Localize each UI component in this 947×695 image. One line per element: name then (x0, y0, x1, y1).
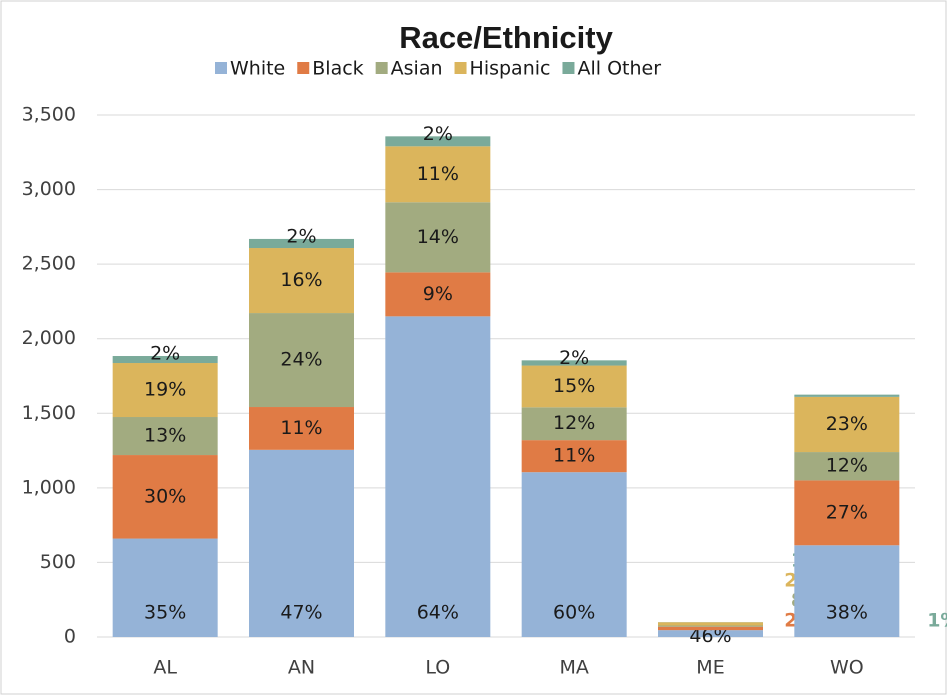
bar-segment (658, 625, 763, 627)
bar-segment (794, 545, 900, 637)
data-label: 38% (826, 602, 868, 624)
legend-swatch (454, 62, 467, 74)
data-label: 2% (423, 123, 453, 145)
legend-label: Black (312, 58, 363, 80)
y-tick-label: 0 (64, 626, 76, 648)
x-tick-label: MA (559, 657, 588, 679)
x-tick-label: AL (153, 657, 177, 679)
data-label: 12% (826, 455, 868, 477)
bar-segment (385, 272, 491, 317)
data-label: 2% (150, 343, 180, 365)
bar-segment (249, 248, 354, 314)
bar-segment (112, 356, 218, 364)
data-label: 35% (144, 602, 186, 624)
bar-segment (794, 394, 900, 397)
y-tick-label: 500 (40, 551, 76, 573)
data-label: 15% (553, 375, 595, 397)
data-label: 24% (280, 349, 322, 371)
bar-segment (794, 480, 900, 546)
bar-segment (112, 363, 218, 418)
data-label: 46% (689, 625, 731, 647)
y-tick-label: 2,000 (22, 327, 76, 349)
data-label: 19% (144, 379, 186, 401)
bar-segment (249, 238, 354, 249)
y-tick-label: 3,000 (22, 178, 76, 200)
y-tick-label: 2,500 (22, 253, 76, 275)
bar-segment (794, 452, 900, 481)
legend-label: White (230, 58, 285, 80)
bar-segment (385, 146, 491, 203)
bar-segment (112, 538, 218, 637)
data-label: 27% (826, 501, 868, 523)
data-label: 2% (286, 225, 316, 247)
data-label: 23% (826, 413, 868, 435)
y-tick-label: 1,500 (22, 402, 76, 424)
bar-segment (385, 136, 491, 147)
data-label: 13% (144, 425, 186, 447)
legend-swatch (297, 62, 310, 74)
bar-segment (521, 440, 627, 473)
data-label: 14% (417, 226, 459, 248)
data-label: 9% (423, 283, 453, 305)
bar-segment (112, 455, 218, 539)
data-label: 2% (559, 347, 589, 369)
data-label: 1% (927, 610, 947, 632)
bar-segment (521, 360, 627, 366)
bar-segment (249, 313, 354, 408)
bar-segment (249, 449, 354, 637)
chart-title: Race/Ethnicity (399, 20, 613, 55)
bar-segment (521, 407, 627, 441)
bar-segment (112, 417, 218, 456)
bar-segment (658, 622, 763, 626)
bar-segment (794, 396, 900, 453)
x-tick-label: ME (696, 657, 724, 679)
y-tick-label: 1,000 (22, 476, 76, 498)
data-label: 11% (553, 445, 595, 467)
legend-label: Hispanic (470, 58, 551, 80)
bar-segment (521, 365, 627, 408)
bar-segment (521, 472, 627, 637)
data-label: 64% (417, 602, 459, 624)
legend-label: Asian (391, 58, 443, 80)
legend-swatch (215, 62, 227, 74)
legend-label: All Other (577, 58, 661, 80)
bar-segment (658, 626, 763, 631)
bar-segment (249, 407, 354, 450)
bar-segment (385, 202, 491, 273)
data-label: 12% (553, 412, 595, 434)
legend-swatch (375, 62, 388, 74)
data-label: 60% (553, 602, 595, 624)
data-label: 30% (144, 485, 186, 507)
data-label: 47% (280, 602, 322, 624)
bar-segment (385, 316, 491, 637)
legend-swatch (562, 62, 575, 74)
x-tick-label: WO (830, 657, 864, 679)
x-tick-label: LO (425, 657, 450, 679)
bar-segment (658, 630, 763, 637)
data-label: 11% (417, 163, 459, 185)
data-label: 11% (280, 417, 322, 439)
x-tick-label: AN (288, 657, 315, 679)
y-tick-label: 3,500 (22, 104, 76, 126)
data-label: 16% (280, 269, 322, 291)
